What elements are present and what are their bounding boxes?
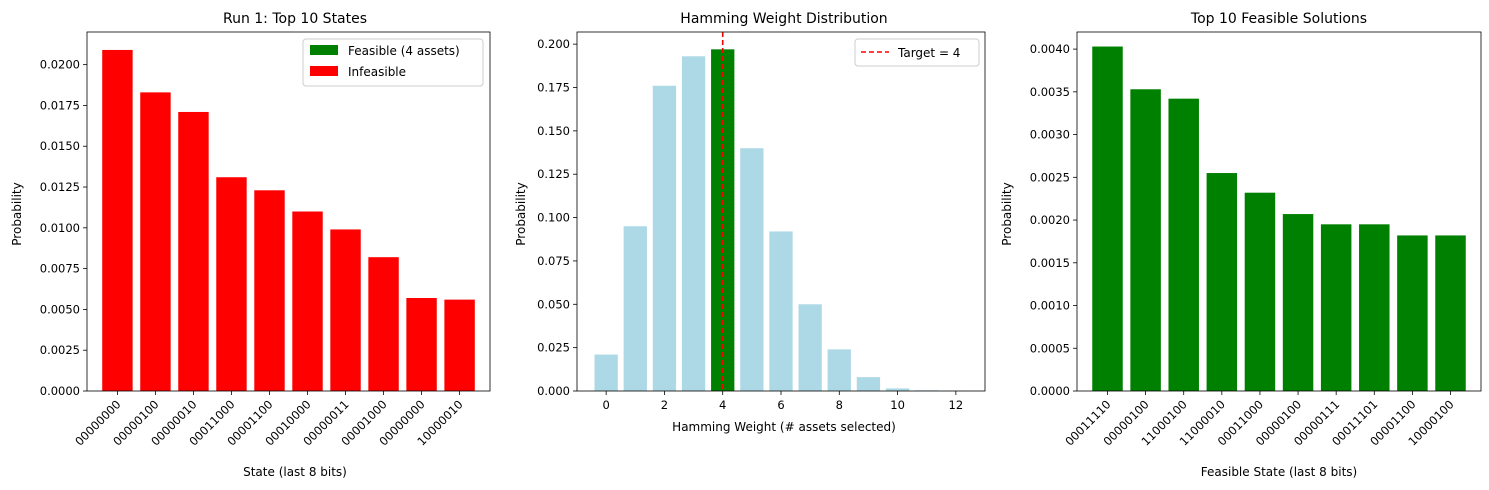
bar [769,231,793,391]
x-tick-label: 0 [602,398,609,412]
bar [1397,235,1428,391]
axes-frame [1076,31,1482,392]
bar [856,377,881,391]
axes-frame [86,31,491,392]
y-axis-label: Probability [1000,182,1014,245]
y-tick-label: 0.075 [537,254,570,268]
bar [740,148,764,391]
legend-label-target: Target = 4 [897,46,960,60]
x-tick-label: 2 [661,398,668,412]
bar [827,349,851,391]
y-tick-label: 0.0035 [1030,85,1070,99]
y-tick-label: 0.175 [537,80,570,94]
y-axis-label: Probability [514,182,528,245]
bar [1206,173,1238,391]
x-axis-label: Hamming Weight (# assets selected) [672,420,896,434]
chart-title: Hamming Weight Distribution [680,11,887,27]
legend-frame [854,38,980,67]
legend-swatch-infeasible [310,66,338,76]
bar [444,299,475,391]
y-tick-label: 0.0000 [1030,384,1070,398]
bar [885,388,910,391]
x-axis-label: Feasible State (last 8 bits) [1201,465,1357,479]
y-tick-label: 0.0150 [40,139,80,153]
bar [1359,224,1390,391]
y-tick-label: 0.0200 [40,58,80,72]
bar [1244,192,1276,391]
legend: Target = 4 [854,38,980,67]
x-tick-label: 8 [836,398,843,412]
y-tick-label: 0.0025 [1030,170,1070,184]
x-axis-label: State (last 8 bits) [243,465,347,479]
y-tick-label: 0.0030 [1030,128,1070,142]
legend-label-infeasible: Infeasible [348,65,406,79]
y-tick-label: 0.0050 [40,302,80,316]
y-axis-label: Probability [10,182,24,245]
chart-hamming-weight: Hamming Weight Distribution 0.0000.0250.… [514,11,986,434]
bar [1092,46,1123,391]
bar [652,85,677,391]
bar [368,257,399,391]
y-tick-label: 0.025 [537,341,570,355]
y-tick-label: 0.200 [537,37,570,51]
legend-label-feasible: Feasible (4 assets) [348,44,460,58]
y-tick-label: 0.000 [537,384,570,398]
bar [102,49,133,391]
y-tick-label: 0.0015 [1030,256,1070,270]
y-tick-label: 0.125 [537,167,570,181]
bar [681,56,706,391]
plot-area: 0.0000 0.0005 0.0010 0.0015 0.0020 0.0025 0.00… [1030,31,1482,449]
y-tick-label: 0.0100 [40,221,80,235]
bar [178,111,209,392]
legend-swatch-feasible [310,45,338,55]
bar [292,211,323,391]
bar [1168,98,1199,392]
y-tick-label: 0.0025 [40,343,80,357]
bar [798,304,822,391]
bar [1435,235,1466,391]
plot-area: 0.000 0.025 0.050 0.075 0.100 0.125 0.150 0.175… [537,31,986,412]
chart-run1-top-states: Run 1: Top 10 States 0.00000.00250.00500… [10,11,491,479]
x-tick-label: 12 [949,398,964,412]
bar [623,226,647,391]
bar [1282,214,1314,391]
bar [330,229,361,391]
bar [1130,89,1161,392]
y-tick-label: 0.0020 [1030,213,1070,227]
chart-title: Top 10 Feasible Solutions [1190,11,1367,27]
y-tick-label: 0.0005 [1030,341,1070,355]
y-tick-label: 0.0000 [40,384,80,398]
y-tick-label: 0.100 [537,211,570,225]
bar [594,354,618,391]
y-tick-label: 0.0125 [40,180,80,194]
axes-frame [576,31,986,392]
plot-area: 0.0000 0.0025 0.0050 0.0075 0.0100 0.0125 0.01… [40,31,491,449]
legend: Feasible (4 assets) Infeasible [302,38,484,87]
legend-frame [302,38,484,87]
chart-top-feasible: Top 10 Feasible Solutions 0.00000.00050.… [1000,11,1482,479]
bar [1320,224,1352,391]
x-tick-label: 4 [719,398,726,412]
bar [254,190,285,391]
bar [406,297,437,391]
bar [140,92,171,391]
x-tick-label: 6 [777,398,784,412]
chart-title: Run 1: Top 10 States [223,11,367,27]
y-tick-label: 0.0075 [40,262,80,276]
bar [216,177,247,391]
y-tick-label: 0.150 [537,124,570,138]
y-tick-label: 0.0010 [1030,299,1070,313]
y-tick-label: 0.0175 [40,98,80,112]
y-tick-label: 0.050 [537,297,570,311]
x-tick-label: 10 [890,398,905,412]
y-tick-label: 0.0040 [1030,42,1070,56]
